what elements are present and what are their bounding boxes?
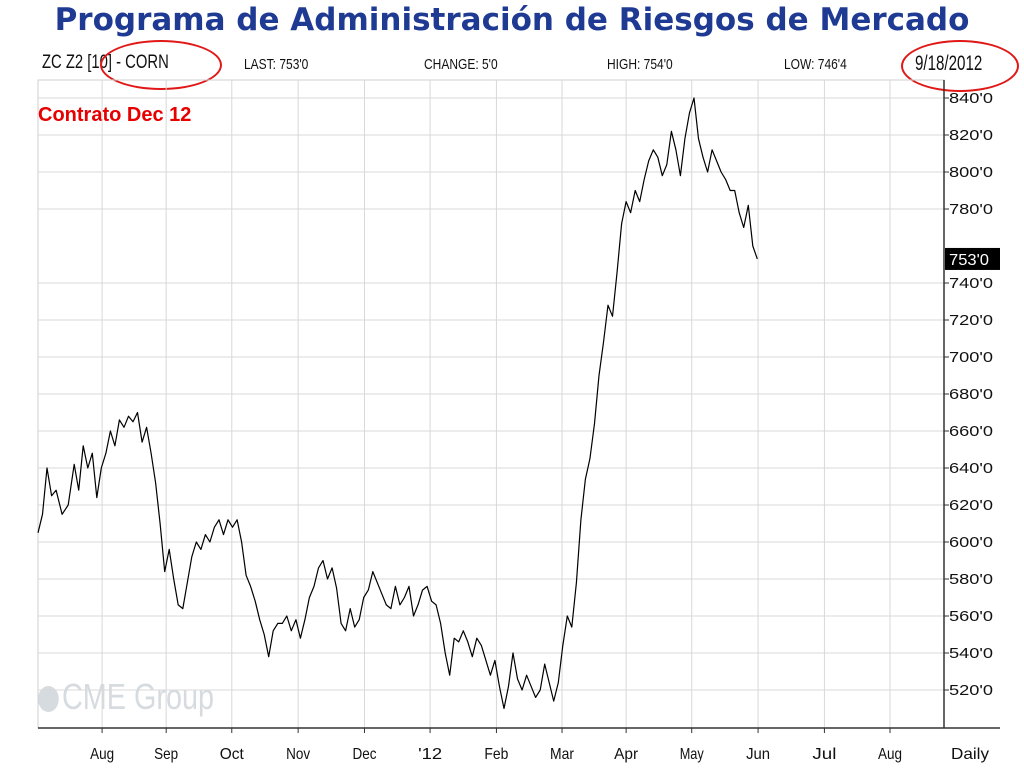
x-tick-label: Aug <box>878 746 902 763</box>
x-tick-label: Nov <box>286 746 310 763</box>
contract-subtitle: Contrato Dec 12 <box>38 104 192 126</box>
y-tick-label: 820'0 <box>949 127 993 144</box>
y-tick-label: 560'0 <box>949 608 993 625</box>
cme-group-watermark: CME Group <box>38 676 214 718</box>
y-tick-label: 740'0 <box>949 275 993 292</box>
y-tick-label: 520'0 <box>949 682 993 699</box>
x-tick-label: May <box>680 746 704 763</box>
y-tick-label: 580'0 <box>949 571 993 588</box>
y-tick-label: 660'0 <box>949 423 993 440</box>
y-tick-label: 600'0 <box>949 534 993 551</box>
y-tick-label: 840'0 <box>949 90 993 107</box>
last-price-box <box>945 247 1000 270</box>
x-tick-label: '12 <box>418 746 442 763</box>
x-tick-label: Jul <box>812 746 836 763</box>
high-label: HIGH: 754'0 <box>607 56 673 73</box>
y-tick-label: 680'0 <box>949 386 993 403</box>
low-label: LOW: 746'4 <box>784 56 847 73</box>
page-title: Programa de Administración de Riesgos de… <box>54 2 970 38</box>
x-tick-label: Apr <box>614 746 639 763</box>
x-tick-label: Oct <box>220 746 245 763</box>
x-tick-label: Feb <box>484 746 508 763</box>
cme-globe-icon <box>38 686 59 712</box>
plot-area <box>37 79 945 729</box>
y-tick-label: 800'0 <box>949 164 993 181</box>
x-tick-label: Jun <box>746 746 770 763</box>
y-tick-label: 720'0 <box>949 312 993 329</box>
x-tick-label: Aug <box>90 746 114 763</box>
date-highlight-circle <box>901 40 1019 92</box>
price-series-line <box>37 97 758 710</box>
change-label: CHANGE: 5'0 <box>424 56 498 73</box>
x-frequency-label: Daily <box>951 746 989 763</box>
y-tick-label: 540'0 <box>949 645 993 662</box>
y-tick-label: 780'0 <box>949 201 993 218</box>
y-tick-label: 700'0 <box>949 349 993 366</box>
last-price-label: LAST: 753'0 <box>244 56 309 73</box>
last-price-marker-label: 753'0 <box>949 252 989 269</box>
x-tick-label: Dec <box>352 746 376 763</box>
y-tick-label: 640'0 <box>949 460 993 477</box>
watermark-text: CME Group <box>62 676 215 717</box>
x-tick-label: Mar <box>550 746 575 763</box>
y-tick-label: 620'0 <box>949 497 993 514</box>
x-tick-label: Sep <box>154 746 178 763</box>
symbol-highlight-circle <box>100 40 222 90</box>
